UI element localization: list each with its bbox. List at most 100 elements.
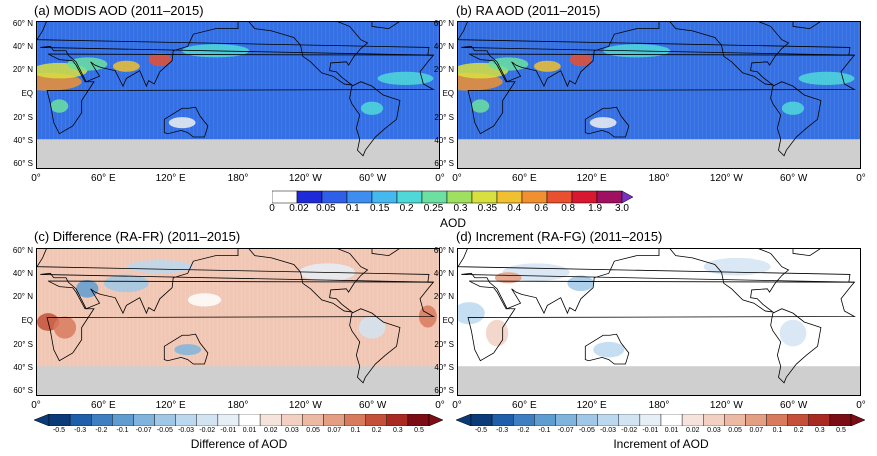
difference-colorbar-tick: 0.01 — [242, 427, 257, 434]
aod-colorbar-swatch — [446, 190, 473, 204]
lon-label: 0° — [856, 400, 866, 411]
difference-colorbar-swatch — [133, 414, 155, 426]
increment-colorbar-swatch — [787, 414, 809, 426]
lat-label: 20° N — [12, 292, 33, 302]
aod-colorbar-tick: 0.3 — [453, 203, 468, 214]
increment-colorbar — [456, 414, 866, 426]
lat-label: 60° S — [13, 386, 33, 395]
difference-colorbar-swatch — [407, 414, 430, 426]
map-panel-ra-aod — [457, 21, 861, 169]
aod-colorbar-tick: 0.02 — [289, 203, 309, 214]
increment-colorbar-tick: -0.1 — [538, 427, 551, 434]
coastline-eurasia — [37, 249, 434, 315]
difference-colorbar-swatch — [238, 414, 261, 426]
increment-colorbar-swatch — [470, 414, 493, 426]
aod-colorbar-tick: 0.25 — [423, 203, 444, 214]
increment-colorbar-swatch — [555, 414, 577, 426]
aod-colorbar-tick: 1.9 — [588, 203, 603, 214]
lon-label: 120° W — [288, 400, 322, 411]
coastline-greenland — [371, 22, 400, 30]
aod-colorbar-swatch — [496, 190, 523, 204]
difference-colorbar-swatch — [48, 414, 71, 426]
coastline-southamerica — [770, 81, 822, 157]
coastline-greenland — [371, 249, 400, 257]
coastline-southamerica — [770, 308, 822, 384]
lat-label: 20° S — [13, 112, 33, 122]
aod-colorbar-swatch — [371, 190, 398, 204]
difference-colorbar-swatch — [91, 414, 113, 426]
aod-colorbar-swatch — [321, 190, 348, 204]
lat-label: EQ — [21, 316, 33, 325]
lat-label: 60° S — [434, 386, 454, 395]
lon-label: 60° W — [358, 400, 387, 411]
aod-colorbar-swatch — [296, 190, 323, 204]
map-d-canvas — [458, 249, 860, 395]
coastline-northamerica — [248, 249, 369, 313]
aod-colorbar-swatch — [596, 190, 623, 204]
lat-label: 60° N — [12, 246, 33, 255]
difference-colorbar-tick: 0.3 — [392, 427, 403, 434]
coastline-africa — [467, 53, 856, 135]
lon-label: 120° E — [576, 173, 607, 184]
difference-colorbar-tick: 0.02 — [263, 427, 278, 434]
coastline-eurasia — [37, 22, 434, 88]
increment-colorbar-tick: -0.03 — [600, 427, 617, 434]
map-b-canvas — [458, 22, 860, 168]
map-panel-difference — [36, 248, 440, 396]
increment-colorbar-tick: 0.5 — [836, 427, 846, 434]
panel-title-d: (d) Increment (RA-FG) (2011–2015) — [456, 229, 663, 244]
increment-colorbar-swatch — [808, 414, 831, 426]
lat-label: 20° N — [12, 65, 33, 75]
coastline-greenland — [792, 249, 821, 257]
lat-label: 60° N — [12, 19, 33, 28]
lon-label: 0° — [435, 400, 445, 411]
increment-colorbar-tick: 0.07 — [749, 427, 764, 434]
difference-colorbar-tick: 0.05 — [306, 427, 320, 434]
lat-label: EQ — [442, 316, 454, 325]
difference-colorbar-swatch — [217, 414, 240, 426]
aod-colorbar-swatch — [396, 190, 423, 204]
lat-label: 60° N — [433, 246, 454, 255]
lon-label: 120° E — [155, 173, 186, 184]
lat-label: 20° S — [434, 339, 454, 349]
lon-label: 120° W — [709, 173, 743, 184]
difference-colorbar-swatch — [196, 414, 219, 426]
increment-colorbar-tick: -0.2 — [517, 427, 530, 434]
increment-colorbar-tick: 0.05 — [728, 427, 742, 434]
increment-colorbar-swatch — [639, 414, 662, 426]
increment-colorbar-tick: -0.02 — [621, 427, 638, 434]
aod-colorbar-swatch — [471, 190, 498, 204]
difference-colorbar-tick: -0.05 — [156, 427, 173, 434]
coastline-australia — [163, 106, 209, 138]
increment-colorbar-tick: 0.1 — [772, 427, 783, 434]
lat-label: EQ — [21, 89, 33, 98]
increment-colorbar-swatch — [703, 414, 725, 426]
increment-colorbar-swatch — [724, 414, 746, 426]
aod-colorbar-swatch — [421, 190, 448, 204]
aod-colorbar-tick: 0.05 — [316, 203, 336, 214]
lon-label: 120° E — [155, 400, 186, 411]
difference-colorbar-tick: -0.01 — [220, 427, 237, 434]
coastline-northamerica — [669, 249, 790, 313]
increment-colorbar-tick: -0.07 — [557, 427, 574, 434]
lon-label: 0° — [435, 173, 445, 184]
aod-colorbar-tick: 0.8 — [561, 203, 576, 214]
difference-colorbar-swatch — [302, 414, 324, 426]
increment-colorbar-tick: 0.01 — [664, 427, 679, 434]
difference-colorbar-swatch — [259, 414, 282, 426]
increment-colorbar-swatch — [513, 414, 535, 426]
lon-label: 0° — [452, 400, 462, 411]
increment-colorbar-tick: -0.01 — [642, 427, 659, 434]
aod-colorbar-swatch — [346, 190, 373, 204]
coastline-africa — [46, 280, 435, 362]
panel-title-a: (a) MODIS AOD (2011–2015) — [34, 3, 204, 18]
difference-colorbar-tick: -0.5 — [52, 427, 66, 434]
coastline-northamerica — [248, 22, 369, 86]
coastline-southamerica — [349, 81, 401, 157]
map-panel-modis-aod — [36, 21, 440, 169]
difference-colorbar-swatch — [175, 414, 197, 426]
coastline-northamerica — [669, 22, 790, 86]
increment-colorbar-swatch — [681, 414, 704, 426]
aod-colorbar-tick: 0 — [269, 203, 275, 214]
lat-label: EQ — [442, 89, 454, 98]
